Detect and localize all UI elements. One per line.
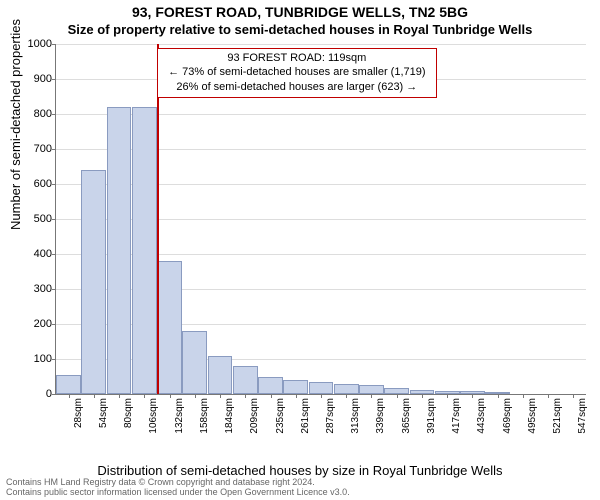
xtick-label: 313sqm bbox=[350, 398, 361, 434]
histogram-bar bbox=[157, 261, 182, 394]
callout-line1: 93 FOREST ROAD: 119sqm bbox=[168, 51, 425, 65]
ytick-label: 500 bbox=[34, 213, 52, 225]
xtick-label: 54sqm bbox=[98, 398, 109, 428]
xtick-label: 28sqm bbox=[73, 398, 84, 428]
xtick-label: 158sqm bbox=[199, 398, 210, 434]
ytick-label: 200 bbox=[34, 318, 52, 330]
xtick-label: 287sqm bbox=[325, 398, 336, 434]
xtick-label: 417sqm bbox=[451, 398, 462, 434]
page-subtitle: Size of property relative to semi-detach… bbox=[0, 22, 600, 37]
ytick-label: 600 bbox=[34, 178, 52, 190]
xtick-label: 261sqm bbox=[300, 398, 311, 434]
xtick-label: 106sqm bbox=[148, 398, 159, 434]
xtick-label: 80sqm bbox=[123, 398, 134, 428]
callout-line2: ← 73% of semi-detached houses are smalle… bbox=[168, 65, 425, 79]
xtick-label: 235sqm bbox=[275, 398, 286, 434]
histogram-bar bbox=[283, 380, 308, 394]
ytick-label: 1000 bbox=[28, 38, 52, 50]
x-axis-label: Distribution of semi-detached houses by … bbox=[0, 463, 600, 478]
callout-line3: 26% of semi-detached houses are larger (… bbox=[168, 80, 425, 94]
ytick-label: 0 bbox=[46, 388, 52, 400]
ytick-label: 700 bbox=[34, 143, 52, 155]
histogram-bar bbox=[334, 384, 359, 395]
histogram-bar bbox=[208, 356, 233, 395]
histogram-bar bbox=[233, 366, 258, 394]
histogram-bar bbox=[182, 331, 207, 394]
footer-attribution: Contains HM Land Registry data © Crown c… bbox=[6, 478, 594, 498]
page-title: 93, FOREST ROAD, TUNBRIDGE WELLS, TN2 5B… bbox=[0, 4, 600, 20]
ytick-label: 800 bbox=[34, 108, 52, 120]
xtick-label: 365sqm bbox=[401, 398, 412, 434]
histogram-bar bbox=[81, 170, 106, 394]
histogram-plot: 01002003004005006007008009001000 28sqm54… bbox=[55, 44, 586, 395]
y-axis-label: Number of semi-detached properties bbox=[8, 19, 23, 230]
footer-line2: Contains public sector information licen… bbox=[6, 488, 594, 498]
xtick-label: 391sqm bbox=[426, 398, 437, 434]
xtick-label: 184sqm bbox=[224, 398, 235, 434]
ytick-label: 300 bbox=[34, 283, 52, 295]
xtick-label: 132sqm bbox=[174, 398, 185, 434]
xtick-label: 547sqm bbox=[577, 398, 588, 434]
ytick-label: 100 bbox=[34, 353, 52, 365]
xtick-label: 521sqm bbox=[552, 398, 563, 434]
xtick-label: 495sqm bbox=[527, 398, 538, 434]
callout-box: 93 FOREST ROAD: 119sqm ← 73% of semi-det… bbox=[157, 48, 436, 98]
histogram-bar bbox=[359, 385, 384, 394]
histogram-bar bbox=[132, 107, 157, 394]
xtick-label: 443sqm bbox=[476, 398, 487, 434]
histogram-bar bbox=[309, 382, 334, 394]
xtick-label: 469sqm bbox=[502, 398, 513, 434]
histogram-bar bbox=[107, 107, 132, 394]
xtick-label: 339sqm bbox=[375, 398, 386, 434]
histogram-bar bbox=[258, 377, 283, 395]
ytick-label: 900 bbox=[34, 73, 52, 85]
ytick-label: 400 bbox=[34, 248, 52, 260]
xtick-label: 209sqm bbox=[249, 398, 260, 434]
histogram-bar bbox=[56, 375, 81, 394]
